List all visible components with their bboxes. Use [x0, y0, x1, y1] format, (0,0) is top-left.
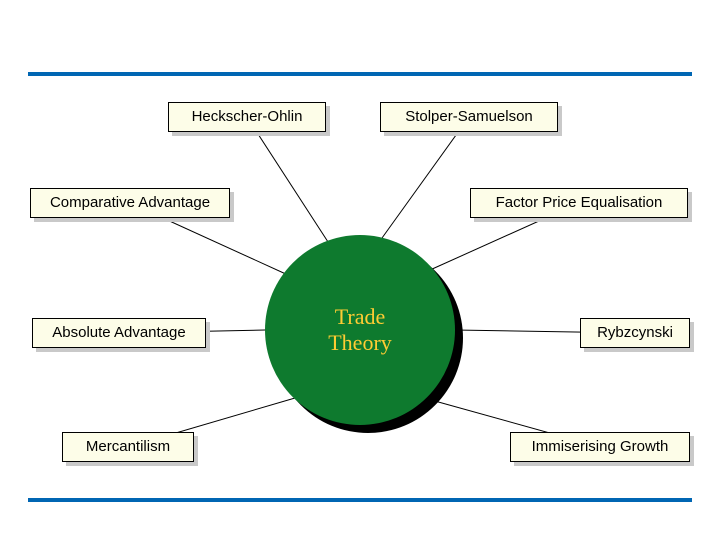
center-label-line1: Trade: [335, 304, 386, 329]
center-label: Trade Theory: [328, 304, 392, 357]
node-immiser: Immiserising Growth: [510, 432, 690, 462]
node-heckscher: Heckscher-Ohlin: [168, 102, 326, 132]
node-comparative: Comparative Advantage: [30, 188, 230, 218]
node-stolper: Stolper-Samuelson: [380, 102, 558, 132]
node-rybzcynski: Rybzcynski: [580, 318, 690, 348]
center-circle: Trade Theory: [265, 235, 455, 425]
bottom-rule: [28, 498, 692, 502]
node-mercantil: Mercantilism: [62, 432, 194, 462]
node-absolute: Absolute Advantage: [32, 318, 206, 348]
top-rule: [28, 72, 692, 76]
center-label-line2: Theory: [328, 330, 392, 355]
node-factor: Factor Price Equalisation: [470, 188, 688, 218]
